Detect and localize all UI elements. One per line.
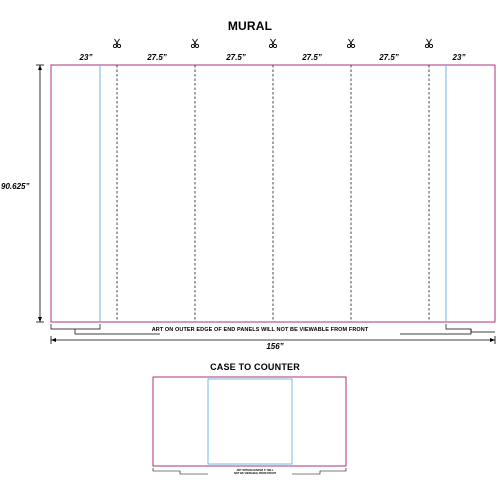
panel-width-label-5: 27.5” xyxy=(379,53,399,62)
scissors-icon xyxy=(346,38,356,49)
note-bracket xyxy=(74,329,472,335)
height-label: 90.625” xyxy=(1,182,30,191)
mural-title: MURAL xyxy=(227,19,273,33)
case-center-area xyxy=(207,378,293,465)
scissors-icon xyxy=(112,38,122,49)
panel-width-label-2: 27.5” xyxy=(147,53,167,62)
case-brackets xyxy=(152,468,347,475)
case-note: ART WITHIN CENTER 3″ WILL NOT BE VIEWABL… xyxy=(210,469,300,475)
height-dimension xyxy=(36,64,44,323)
width-arrow-left xyxy=(51,338,56,342)
panel-width-label-6: 23” xyxy=(452,53,466,62)
end-panel-note: ART ON OUTER EDGE OF END PANELS WILL NOT… xyxy=(151,327,369,333)
width-dimension xyxy=(50,336,496,344)
scissors-icon xyxy=(424,38,434,49)
total-width-label: 156” xyxy=(266,342,284,351)
case-note-line-1: ART WITHIN CENTER 3″ WILL xyxy=(236,469,274,472)
cut-lines xyxy=(116,65,430,322)
height-arrow-bottom xyxy=(38,317,42,322)
height-arrow-top xyxy=(38,65,42,70)
end-panel-brackets xyxy=(50,324,495,333)
scissors-icon xyxy=(190,38,200,49)
scissors-icon xyxy=(268,38,278,49)
width-arrow-right xyxy=(490,338,495,342)
panel-width-label-3: 27.5” xyxy=(226,53,246,62)
case-note-line-2: NOT BE VIEWABLE FROM FRONT xyxy=(233,472,277,475)
panel-width-label-1: 23” xyxy=(79,53,93,62)
case-title: CASE TO COUNTER xyxy=(210,362,300,372)
case-outline xyxy=(152,376,347,467)
panel-width-label-4: 27.5” xyxy=(302,53,322,62)
